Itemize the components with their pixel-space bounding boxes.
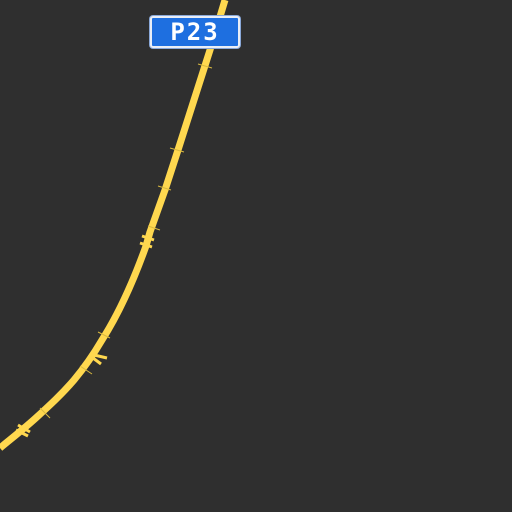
road-tick [15,428,29,438]
road-joint [79,365,93,375]
road-joint [39,407,51,419]
road-tick [92,356,102,366]
road-joint [157,185,172,191]
route-shield-label: P23 [170,18,220,46]
road-segment-joints [39,63,213,419]
road-tick [17,423,31,434]
road-segment-ticks [15,234,155,438]
road-joint [169,147,185,153]
route-shield-p23[interactable]: P23 [150,16,240,48]
road-tick [141,234,155,242]
road-tick [93,353,108,360]
road-joint [197,63,213,69]
road-p23[interactable] [0,0,229,451]
road-joint [147,225,161,231]
road-tick [139,241,153,249]
road-joint [97,331,111,339]
